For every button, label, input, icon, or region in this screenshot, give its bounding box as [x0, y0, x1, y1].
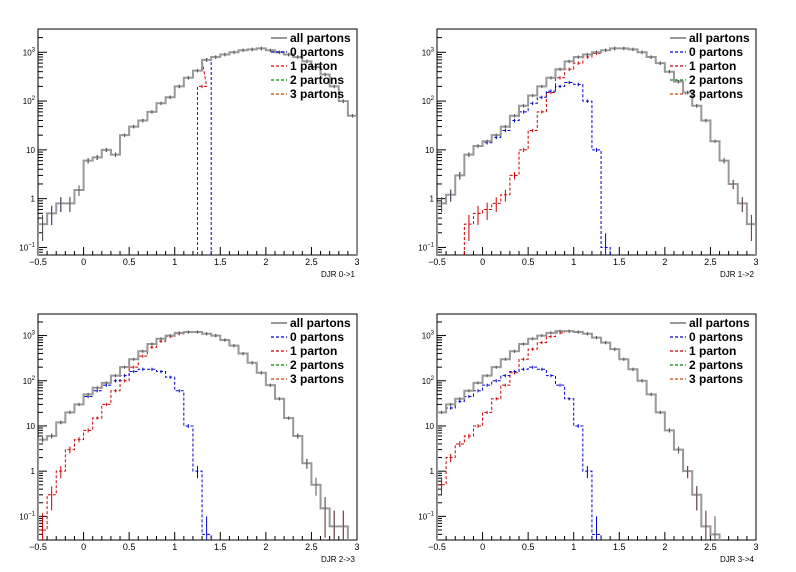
- y-tick-label: 10−1: [19, 511, 35, 521]
- y-tick-label: 103: [422, 47, 435, 57]
- series-line: [38, 331, 349, 540]
- legend-label: all partons: [290, 316, 351, 330]
- legend-label: 0 partons: [290, 330, 344, 344]
- legend-label: 2 partons: [689, 73, 743, 87]
- x-tick-label: 2.5: [305, 542, 318, 552]
- x-tick-label: 0.5: [123, 542, 136, 552]
- data-area: [38, 46, 357, 255]
- plot-frame: [436, 28, 757, 256]
- series-line: [437, 47, 756, 255]
- legend-label: 3 partons: [290, 87, 344, 101]
- x-tick-label: 1.5: [613, 542, 626, 552]
- x-tick-label: 2.5: [305, 257, 318, 267]
- legend-label: 3 partons: [689, 372, 743, 386]
- data-area: [38, 330, 349, 540]
- x-tick-label: 3: [354, 542, 359, 552]
- x-tick-label: 2: [662, 542, 667, 552]
- series-line: [437, 366, 602, 540]
- chart-panel: −0.5 0 0.5 1 1.5 2 2.5 3 10−1 1 10 102 103 DJR 3->4 al…: [418, 313, 759, 564]
- legend-label: 0 partons: [689, 330, 743, 344]
- y-tick-label: 1: [31, 195, 36, 204]
- x-tick-label: 1.5: [613, 257, 626, 267]
- y-tick-label: 103: [23, 47, 36, 57]
- y-tick-label: 102: [23, 96, 36, 106]
- plot-frame: [37, 313, 358, 541]
- x-tick-label: 3: [753, 257, 758, 267]
- legend-label: 3 partons: [689, 87, 743, 101]
- legend-label: 2 partons: [290, 73, 344, 87]
- x-tick-label: 0: [81, 542, 86, 552]
- legend-label: all partons: [689, 31, 750, 45]
- y-tick-label: 10−1: [418, 242, 434, 252]
- legend-label: 1 parton: [290, 59, 337, 73]
- y-tick-label: 103: [422, 331, 435, 341]
- series-line: [38, 59, 212, 255]
- x-axis-title: DJR 3->4: [720, 555, 755, 564]
- series-line: [38, 47, 357, 255]
- x-tick-label: −0.5: [428, 542, 446, 552]
- x-tick-label: 0: [81, 257, 86, 267]
- x-tick-label: 1: [172, 542, 177, 552]
- legend-label: 2 partons: [689, 358, 743, 372]
- legend-label: 0 partons: [290, 45, 344, 59]
- y-tick-label: 10−1: [19, 242, 35, 252]
- y-tick-label: 1: [430, 195, 435, 204]
- x-tick-label: −0.5: [428, 257, 446, 267]
- y-tick-label: 102: [422, 376, 435, 386]
- x-tick-label: 0.5: [522, 257, 535, 267]
- y-tick-label: 10: [425, 146, 434, 155]
- chart-panel: −0.5 0 0.5 1 1.5 2 2.5 3 10−1 1 10 102 103 DJR 2->3 al…: [19, 313, 360, 564]
- chart-panel: −0.5 0 0.5 1 1.5 2 2.5 3 10−1 1 10 102 103 DJR 0->1 al…: [19, 28, 360, 279]
- x-axis-title: DJR 0->1: [321, 270, 356, 279]
- x-tick-label: 1: [172, 257, 177, 267]
- data-area: [437, 329, 721, 540]
- x-axis-title: DJR 1->2: [720, 270, 755, 279]
- legend-label: all partons: [290, 31, 351, 45]
- y-tick-label: 1: [31, 467, 36, 476]
- x-tick-label: 0: [480, 257, 485, 267]
- legend-label: 2 partons: [290, 358, 344, 372]
- y-tick-label: 102: [23, 376, 36, 386]
- x-tick-label: 1: [571, 257, 576, 267]
- x-tick-label: 2.5: [704, 257, 717, 267]
- x-tick-label: 3: [354, 257, 359, 267]
- x-tick-label: 3: [753, 542, 758, 552]
- x-tick-label: 0.5: [522, 542, 535, 552]
- x-tick-label: 2: [263, 542, 268, 552]
- x-tick-label: −0.5: [29, 257, 47, 267]
- legend-label: 1 parton: [689, 59, 736, 73]
- x-tick-label: 1.5: [214, 257, 227, 267]
- legend-label: 1 parton: [290, 344, 337, 358]
- x-tick-label: 0: [480, 542, 485, 552]
- series-line: [437, 330, 721, 540]
- legend-label: 3 partons: [290, 372, 344, 386]
- x-tick-label: 2: [662, 257, 667, 267]
- x-tick-label: 0.5: [123, 257, 136, 267]
- x-tick-label: 2.5: [704, 542, 717, 552]
- y-tick-label: 10−1: [418, 511, 434, 521]
- legend-label: all partons: [689, 316, 750, 330]
- legend-label: 1 parton: [689, 344, 736, 358]
- series-line: [38, 368, 212, 540]
- series-line: [437, 82, 611, 255]
- y-tick-label: 10: [26, 146, 35, 155]
- x-tick-label: 1.5: [214, 542, 227, 552]
- y-tick-label: 102: [422, 96, 435, 106]
- y-tick-label: 10: [425, 422, 434, 431]
- series-line: [437, 330, 721, 540]
- x-tick-label: −0.5: [29, 542, 47, 552]
- x-tick-label: 2: [263, 257, 268, 267]
- x-axis-title: DJR 2->3: [321, 555, 356, 564]
- y-tick-label: 103: [23, 331, 36, 341]
- y-tick-label: 10: [26, 422, 35, 431]
- legend-label: 0 partons: [689, 45, 743, 59]
- y-tick-label: 1: [430, 467, 435, 476]
- chart-panel: −0.5 0 0.5 1 1.5 2 2.5 3 10−1 1 10 102 103 DJR 1->2 al…: [418, 28, 759, 279]
- data-area: [437, 46, 756, 255]
- x-tick-label: 1: [571, 542, 576, 552]
